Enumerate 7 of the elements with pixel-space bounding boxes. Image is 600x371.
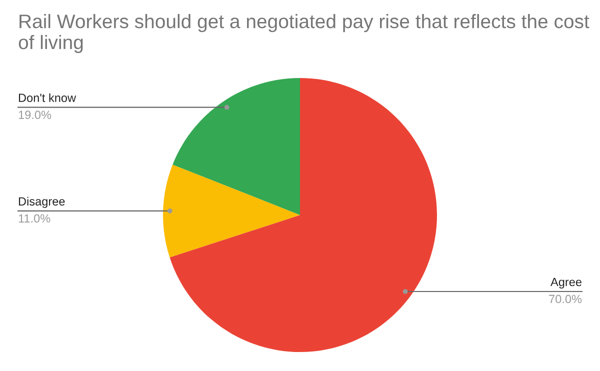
- chart-title: Rail Workers should get a negotiated pay rise that reflects the cost of living: [18, 14, 590, 54]
- data-label: 19.0%: [18, 110, 52, 120]
- data-label: 70.0%: [549, 294, 582, 304]
- data-label: 11.0%: [18, 214, 50, 223]
- slice-label: Don't know: [18, 93, 76, 102]
- slice-label: Disagree: [18, 196, 65, 208]
- slice-label: Agree: [550, 278, 582, 288]
